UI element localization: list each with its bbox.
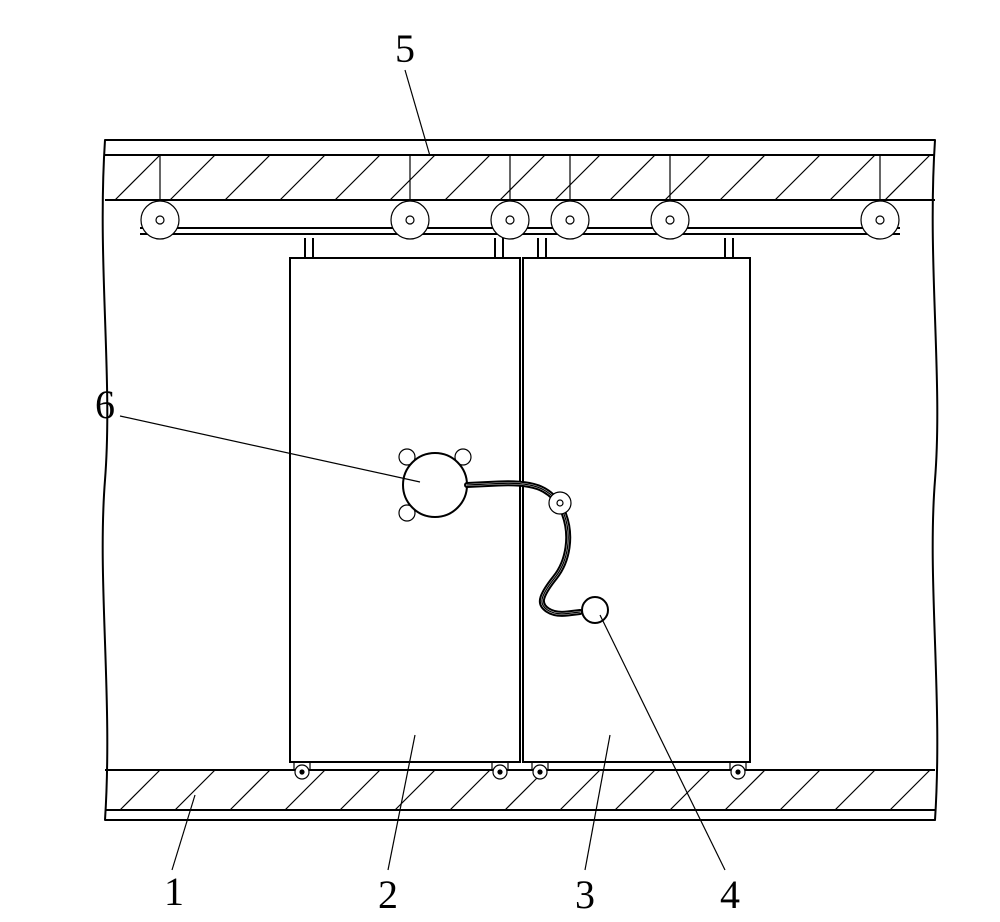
callout-label-1: 1 xyxy=(164,869,184,914)
callout-label-5: 5 xyxy=(395,26,415,71)
callout-label-6: 6 xyxy=(95,382,115,427)
callout-label-4: 4 xyxy=(720,872,740,917)
callout-label-2: 2 xyxy=(378,872,398,917)
diagram-canvas: 5 6 1 2 3 4 xyxy=(0,0,1000,922)
callout-label-3: 3 xyxy=(575,872,595,917)
